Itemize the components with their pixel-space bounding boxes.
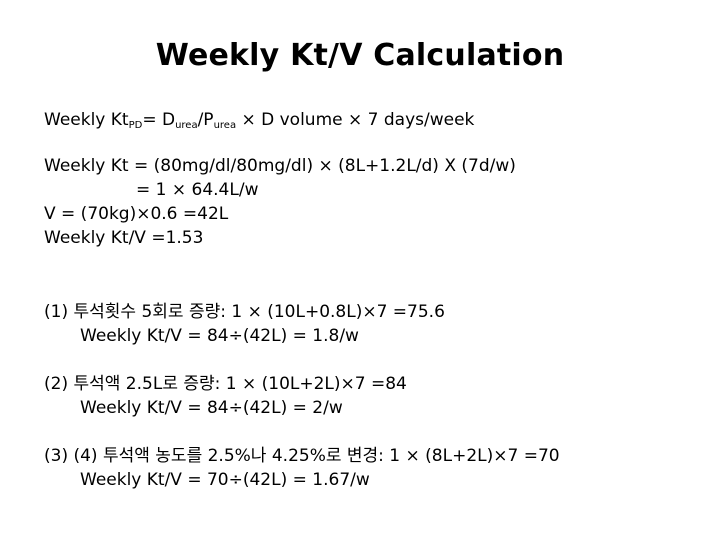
case-2-line-2: Weekly Kt/V = 84÷(42L) = 2/w bbox=[80, 398, 343, 418]
calc-line-4: Weekly Kt/V =1.53 bbox=[44, 228, 204, 248]
formula-prefix: Weekly Kt bbox=[44, 110, 129, 130]
formula-sub-pd: PD bbox=[128, 120, 143, 131]
calc-line-1: Weekly Kt = (80mg/dl/80mg/dl) × (8L+1.2L… bbox=[44, 156, 516, 176]
slide-title: Weekly Kt/V Calculation bbox=[155, 38, 565, 73]
formula-sub-urea-1: urea bbox=[175, 120, 198, 131]
formula-slash: /P bbox=[197, 110, 214, 130]
formula-eq: = D bbox=[142, 110, 176, 130]
calc-line-3: V = (70kg)×0.6 =42L bbox=[44, 204, 229, 224]
weekly-kt-formula: Weekly KtPD= Durea/Purea × D volume × 7 … bbox=[44, 110, 475, 131]
case-3-line-1: (3) (4) 투석액 농도를 2.5%나 4.25%로 변경: 1 × (8L… bbox=[44, 446, 560, 466]
case-1-line-2: Weekly Kt/V = 84÷(42L) = 1.8/w bbox=[80, 326, 359, 346]
case-2-line-1: (2) 투석액 2.5L로 증량: 1 × (10L+2L)×7 =84 bbox=[44, 374, 407, 394]
case-3-line-2: Weekly Kt/V = 70÷(42L) = 1.67/w bbox=[80, 470, 370, 490]
formula-sub-urea-2: urea bbox=[213, 120, 237, 131]
case-1-line-1: (1) 투석횟수 5회로 증량: 1 × (10L+0.8L)×7 =75.6 bbox=[44, 302, 445, 322]
calc-line-2: = 1 × 64.4L/w bbox=[136, 180, 259, 200]
formula-rest: × D volume × 7 days/week bbox=[236, 110, 475, 130]
